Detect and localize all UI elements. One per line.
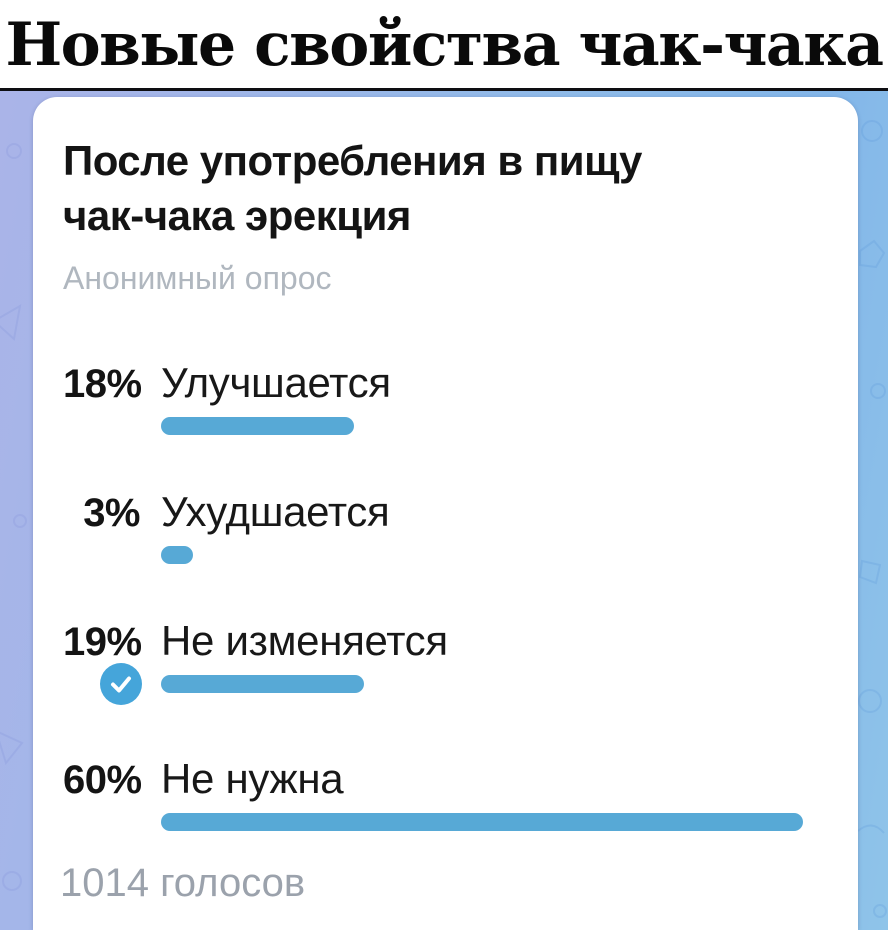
option-label-row: 18% Улучшается xyxy=(63,359,833,407)
option-label-row: 60% Не нужна xyxy=(63,755,833,803)
option-percent: 60% xyxy=(63,758,142,802)
option-bar-row xyxy=(63,417,833,435)
poll-type-label: Анонимный опрос xyxy=(63,260,332,296)
option-label: Не нужна xyxy=(161,755,344,802)
option-label: Ухудшается xyxy=(161,488,390,535)
option-bar-row xyxy=(63,546,833,564)
option-percent: 3% xyxy=(83,491,140,535)
result-bar xyxy=(161,546,193,564)
chosen-checkmark-icon xyxy=(100,663,142,705)
result-bar xyxy=(161,813,803,831)
option-percent: 18% xyxy=(63,362,142,406)
option-label: Не изменяется xyxy=(161,617,448,664)
meme-header: Новые свойства чак-чака xyxy=(0,0,888,88)
option-bar-row xyxy=(63,663,833,705)
header-divider xyxy=(0,88,888,91)
poll-options-list: 18% Улучшается 3% Ухудшается xyxy=(63,361,833,831)
poll-votes-count: 1014 голосов xyxy=(60,861,306,905)
poll-question: После употребления в пищу чак-чака эрекц… xyxy=(63,137,642,239)
poll-option-row[interactable]: 19% Не изменяется xyxy=(63,617,833,705)
poll-option-row[interactable]: 60% Не нужна xyxy=(63,757,833,831)
chat-background: После употребления в пищу чак-чака эрекц… xyxy=(0,91,888,930)
poll-option-row[interactable]: 3% Ухудшается xyxy=(63,490,833,564)
background-doodle-pattern xyxy=(0,120,887,918)
poll-message-bubble: После употребления в пищу чак-чака эрекц… xyxy=(33,97,858,930)
result-bar xyxy=(161,417,354,435)
meme-title: Новые свойства чак-чака xyxy=(5,10,884,80)
option-label: Улучшается xyxy=(161,359,391,406)
result-bar xyxy=(161,675,364,693)
option-percent: 19% xyxy=(63,620,142,664)
poll-option-row[interactable]: 18% Улучшается xyxy=(63,361,833,435)
option-bar-row xyxy=(63,813,833,831)
option-label-row: 3% Ухудшается xyxy=(63,488,833,536)
option-label-row: 19% Не изменяется xyxy=(63,617,833,665)
